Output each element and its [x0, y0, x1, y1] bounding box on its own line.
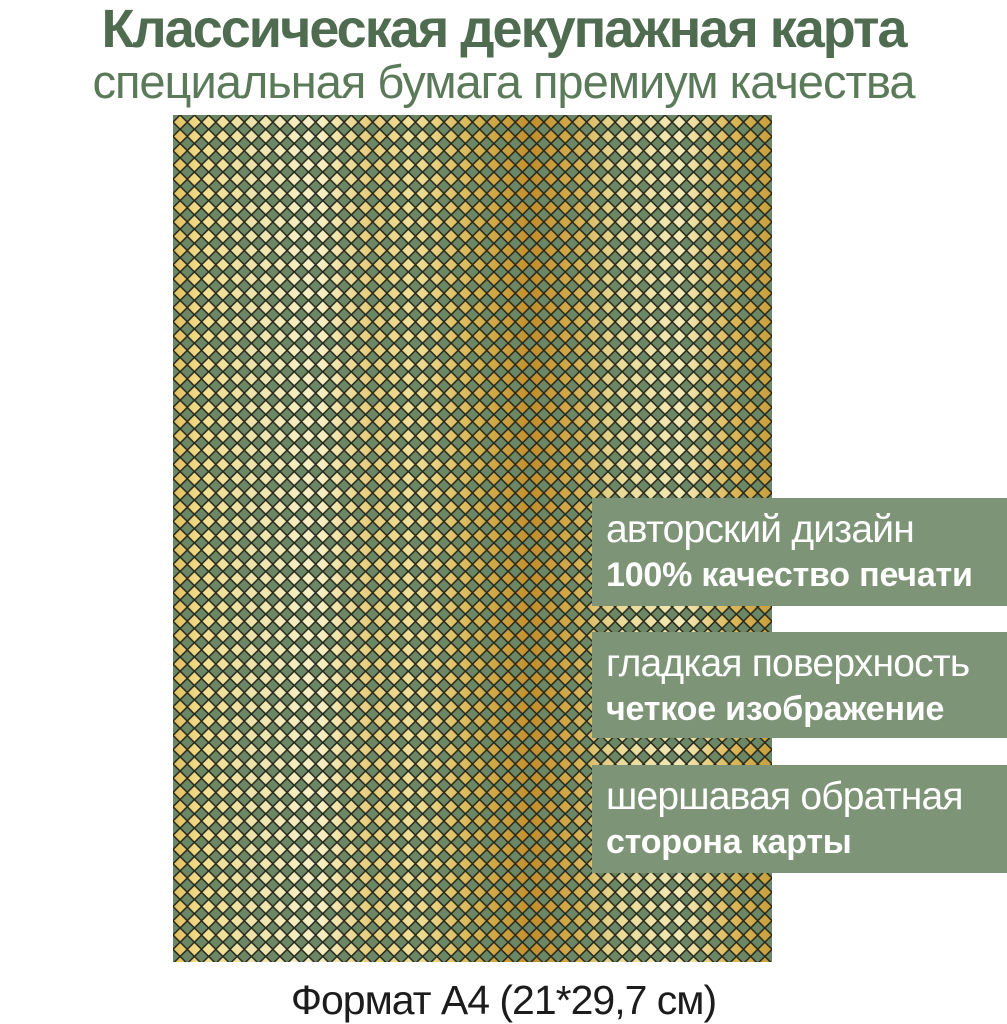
feature-line-regular: шершавая обратная — [606, 775, 964, 818]
feature-line-bold: 100% качество печати — [606, 556, 973, 594]
format-label: Формат А4 (21*29,7 см) — [290, 977, 717, 1023]
page-subtitle: специальная бумага премиум качества — [92, 55, 915, 108]
feature-line-regular: гладкая поверхность — [606, 642, 970, 685]
feature-line-bold: сторона карты — [606, 823, 852, 861]
feature-line-bold: четкое изображение — [606, 690, 945, 728]
page-title: Классическая декупажная карта — [101, 0, 907, 59]
feature-line-regular: авторский дизайн — [606, 508, 915, 551]
feature-banner-surface: гладкая поверхность четкое изображение — [592, 632, 1007, 738]
feature-banner-backside: шершавая обратная сторона карты — [592, 765, 1007, 873]
feature-banner-design: авторский дизайн 100% качество печати — [592, 498, 1007, 606]
